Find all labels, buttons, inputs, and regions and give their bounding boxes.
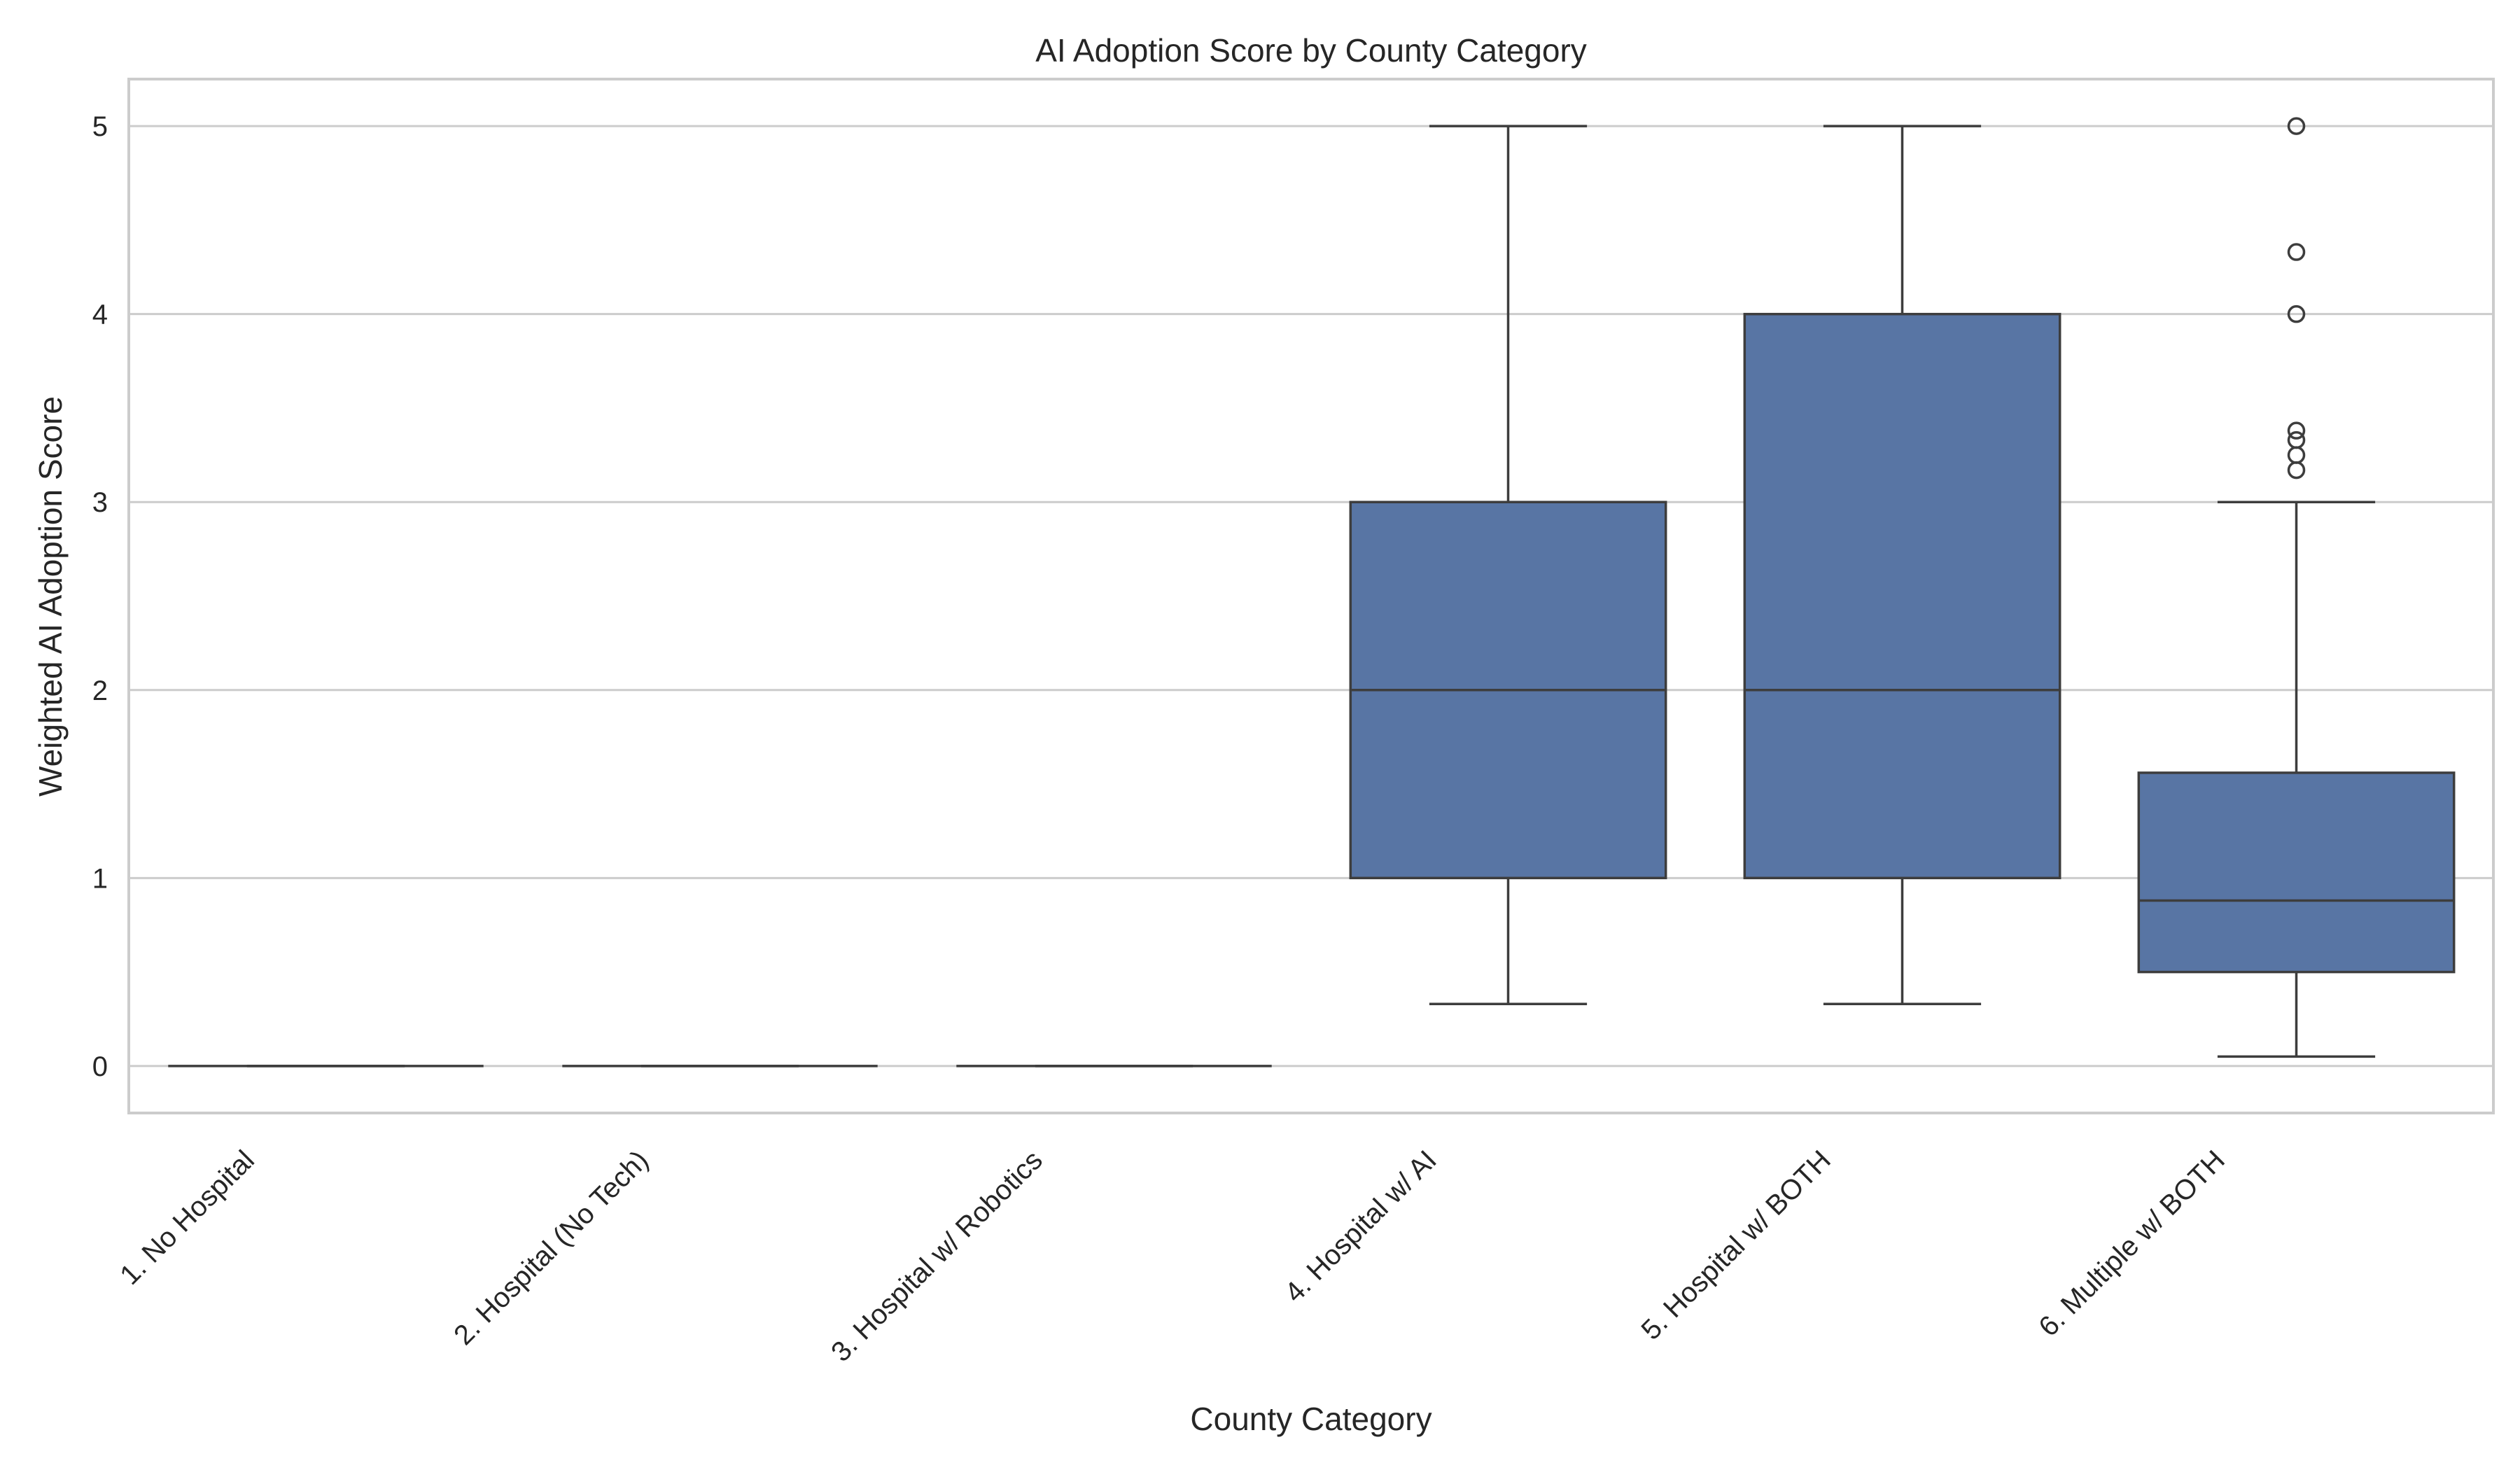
y-tick-label: 1 xyxy=(92,863,108,894)
y-gridlines xyxy=(129,125,2493,1068)
chart-title: AI Adoption Score by County Category xyxy=(1035,32,1587,69)
box-iqr xyxy=(2137,771,2456,974)
plot-frame xyxy=(127,78,2495,1114)
x-axis-label: County Category xyxy=(1190,1401,1432,1437)
y-tick-label: 3 xyxy=(92,487,108,518)
x-tick-label: 3. Hospital w/ Robotics xyxy=(825,1144,1049,1368)
x-tick-labels: 1. No Hospital 2. Hospital (No Tech) 3. Ho… xyxy=(114,1144,2231,1368)
outlier-point xyxy=(2287,430,2306,449)
x-tick-label: 1. No Hospital xyxy=(114,1144,260,1291)
y-tick-label: 5 xyxy=(92,111,108,142)
outlier-point xyxy=(2287,446,2306,464)
y-axis-label: Weighted AI Adoption Score xyxy=(32,396,69,797)
x-tick-label: 2. Hospital (No Tech) xyxy=(448,1144,654,1351)
box-group xyxy=(1743,125,2062,1005)
outlier-point xyxy=(2287,117,2306,135)
x-tick-label: 4. Hospital w/ AI xyxy=(1279,1144,1443,1308)
y-tick-label: 2 xyxy=(92,676,108,706)
x-tick-label: 5. Hospital w/ BOTH xyxy=(1636,1144,1837,1345)
y-tick-label: 4 xyxy=(92,300,108,330)
y-tick-label: 0 xyxy=(92,1051,108,1082)
outlier-point xyxy=(2287,421,2306,440)
box-group xyxy=(1349,125,1667,1005)
outlier-point xyxy=(2287,243,2306,261)
y-tick-labels: 0 1 2 3 4 5 xyxy=(92,111,108,1082)
outlier-point xyxy=(2287,304,2306,323)
box-iqr xyxy=(1743,312,2062,880)
outlier-point xyxy=(2287,461,2306,479)
box-series xyxy=(168,117,2456,1068)
x-tick-label: 6. Multiple w/ BOTH xyxy=(2033,1144,2231,1343)
box-group xyxy=(2137,117,2456,1058)
